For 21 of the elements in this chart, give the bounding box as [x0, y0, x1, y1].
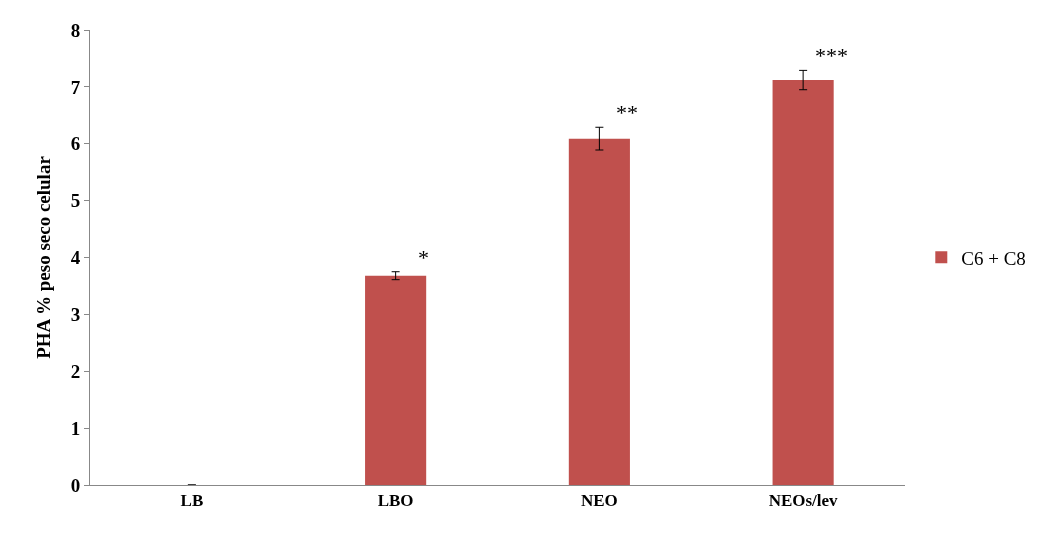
annotation: ** — [616, 100, 638, 125]
y-tick-label: 0 — [70, 474, 81, 496]
y-tick-label: 6 — [70, 133, 81, 155]
y-axis-title: PHA % peso seco celular — [32, 155, 54, 359]
y-tick-label: 5 — [70, 190, 81, 212]
bar — [365, 275, 427, 485]
x-tick-label: LBO — [377, 491, 414, 511]
y-tick-label: 3 — [70, 304, 81, 326]
legend-label: C6 + C8 — [961, 247, 1026, 269]
y-tick-label: 4 — [70, 247, 81, 269]
bar — [772, 80, 834, 485]
x-tick-label: NEOs/lev — [768, 491, 839, 511]
y-tick-label: 1 — [70, 417, 81, 439]
y-tick-label: 2 — [70, 360, 81, 382]
bar — [568, 138, 630, 485]
annotation: *** — [815, 43, 848, 68]
annotation: * — [418, 245, 429, 270]
y-tick-label: 8 — [70, 19, 81, 41]
x-tick-label: LB — [180, 491, 204, 511]
y-tick-label: 7 — [70, 76, 81, 98]
x-tick-label: NEO — [580, 491, 618, 511]
